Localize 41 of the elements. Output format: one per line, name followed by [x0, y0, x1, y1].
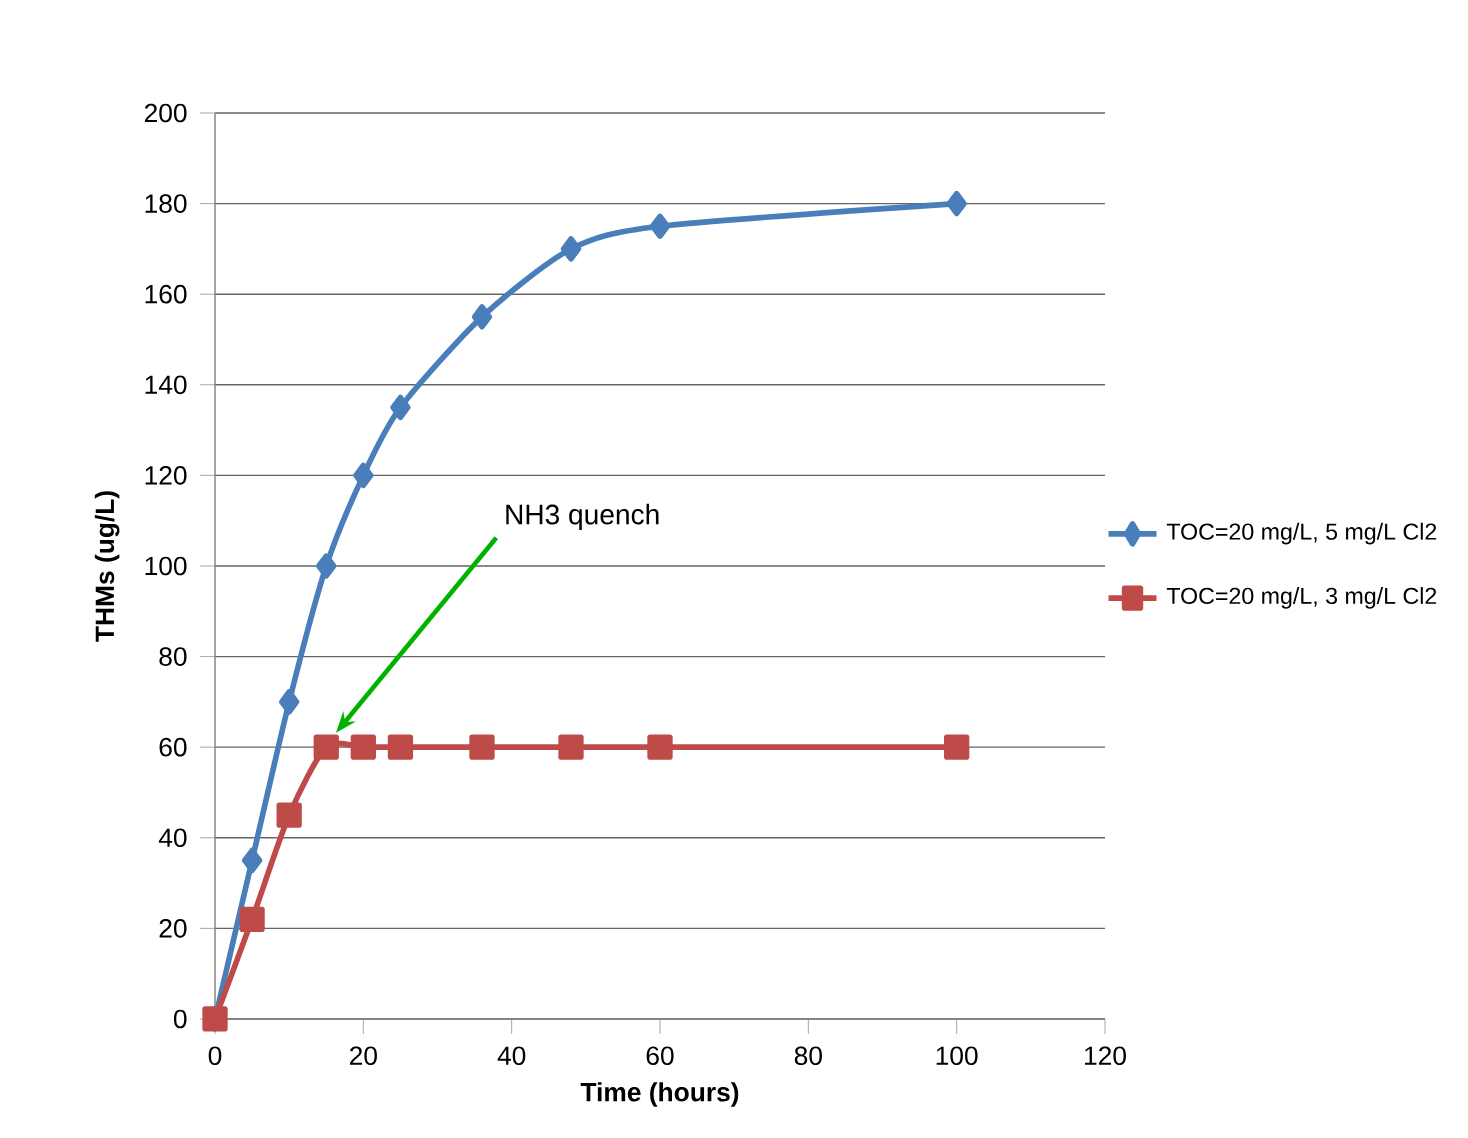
point: [350, 734, 376, 760]
x-tick-label: 0: [208, 1046, 222, 1066]
y-tick-label: 0: [173, 1009, 187, 1029]
x-tick-label: 80: [794, 1046, 822, 1066]
legend-label: TOC=20 mg/L, 5 mg/L Cl2: [1166, 522, 1437, 545]
x-tick-label: 60: [646, 1046, 674, 1066]
y-tick-label: 140: [145, 375, 187, 395]
y-tick-label: 80: [159, 647, 187, 666]
y-tick-label: 200: [144, 103, 187, 123]
y-tick-label: 20: [159, 919, 187, 938]
point: [387, 734, 414, 760]
legend-label: TOC=20 mg/L, 3 mg/L Cl2: [1166, 587, 1437, 609]
x-tick-label: 100: [936, 1046, 978, 1066]
point: [649, 213, 671, 239]
point: [241, 847, 263, 874]
point: [313, 734, 339, 760]
x-tick-label: 120: [1084, 1046, 1126, 1066]
y-tick-label: 100: [145, 556, 187, 576]
point: [471, 304, 493, 330]
annotation: NH3 quench: [506, 503, 659, 531]
y-axis-title: THMs (ug/L): [94, 491, 120, 642]
y-tick-label: 180: [145, 194, 187, 213]
point: [353, 462, 374, 489]
point: [944, 734, 970, 760]
point: [469, 734, 495, 760]
x-axis-title: Time (hours): [580, 1082, 739, 1107]
point: [647, 734, 673, 760]
point: [560, 236, 582, 262]
point: [278, 689, 300, 715]
y-tick-label: 40: [158, 828, 187, 848]
point: [239, 906, 265, 932]
y-tick-label: 120: [145, 466, 187, 485]
y-tick-label: 60: [159, 737, 187, 757]
point: [558, 734, 584, 760]
point: [946, 190, 967, 217]
x-tick-label: 40: [497, 1046, 526, 1066]
point: [276, 802, 302, 828]
y-tick-label: 160: [145, 284, 187, 304]
x-tick-label: 20: [350, 1046, 377, 1066]
point: [390, 394, 411, 421]
point: [316, 553, 337, 579]
